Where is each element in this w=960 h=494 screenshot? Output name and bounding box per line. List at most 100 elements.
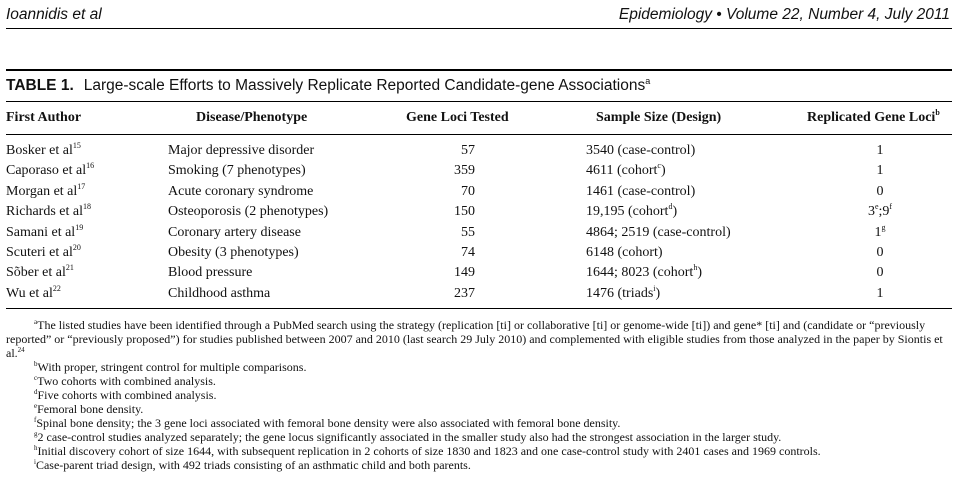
cell-first-author: Richards et al18	[6, 202, 91, 220]
footnote-c: cTwo cohorts with combined analysis.	[6, 374, 952, 388]
cell-replicated: 0	[820, 265, 940, 281]
footnote-a: aThe listed studies have been identified…	[6, 318, 952, 360]
table-body: Bosker et al15 Major depressive disorder 5…	[0, 142, 960, 305]
author-reference: 20	[72, 242, 81, 252]
footnote-mark: e	[34, 402, 38, 410]
cell-replicated: 3e;9f	[820, 202, 940, 220]
column-header-replicated-mark: b	[935, 108, 940, 117]
sample-text: 1644; 8023 (cohort	[586, 265, 694, 281]
cell-sample-size: 1644; 8023 (cohorth)	[586, 263, 702, 281]
footnote-e: eFemoral bone density.	[6, 402, 952, 416]
running-head-authors: Ioannidis et al	[6, 6, 102, 23]
column-header-disease: Disease/Phenotype	[196, 110, 308, 125]
header-rule	[6, 28, 952, 29]
footnote-text: Five cohorts with combined analysis.	[37, 388, 217, 402]
sample-text: 6148 (cohort)	[586, 244, 663, 260]
author-reference: 16	[86, 161, 95, 171]
footnote-mark: c	[34, 374, 38, 382]
author-reference: 17	[77, 181, 86, 191]
author-name: Wu et al	[6, 285, 53, 301]
author-name: Scuteri et al	[6, 244, 73, 260]
replicated-value-second: ;9	[878, 204, 890, 220]
table-title: TABLE 1. Large-scale Efforts to Massively…	[6, 77, 650, 95]
sample-text: 1461 (case-control)	[586, 183, 696, 199]
author-name: Richards et al	[6, 204, 83, 220]
cell-disease: Acute coronary syndrome	[168, 183, 314, 199]
cell-sample-size: 4864; 2519 (case-control)	[586, 225, 731, 241]
cell-first-author: Morgan et al17	[6, 181, 86, 200]
cell-sample-size: 3540 (case-control)	[586, 143, 695, 159]
table-row: Wu et al22 Childhood asthma 237 1476 (triad…	[0, 283, 960, 305]
table-row: Morgan et al17 Acute coronary syndrome 70 1…	[0, 181, 960, 203]
table-caption: Large-scale Efforts to Massively Replica…	[83, 77, 646, 94]
footnote-text: With proper, stringent control for multi…	[37, 360, 307, 374]
cell-replicated: 1g	[820, 222, 940, 241]
column-header-replicated-label: Replicated Gene Loci	[807, 110, 936, 125]
author-name: Bosker et al	[6, 143, 73, 158]
sample-text-end: )	[660, 163, 666, 179]
author-name: Sõber et al	[6, 265, 66, 281]
sample-text-end: )	[697, 265, 702, 281]
author-reference: 18	[82, 202, 91, 212]
footnote-text: The listed studies have been identified …	[6, 318, 943, 360]
table-row: Richards et al18 Osteoporosis (2 phenotyp…	[0, 203, 960, 223]
cell-sample-size: 1476 (triadsi)	[586, 283, 660, 302]
table-bottom-rule	[6, 308, 952, 309]
table-footnotes: aThe listed studies have been identified…	[6, 318, 952, 472]
sample-text: 1476 (triads	[586, 285, 654, 301]
footnote-h: hInitial discovery cohort of size 1644, …	[6, 444, 952, 458]
cell-first-author: Scuteri et al20	[6, 242, 81, 261]
footnote-mark: f	[34, 416, 37, 424]
cell-sample-size: 19,195 (cohortd)	[586, 203, 678, 220]
table-caption-footnote-mark: a	[645, 76, 651, 86]
cell-replicated: 0	[820, 184, 940, 200]
author-reference: 22	[52, 283, 61, 293]
footnote-g: g2 case-control studies analyzed separat…	[6, 430, 952, 444]
cell-disease: Obesity (3 phenotypes)	[168, 244, 299, 260]
table-row: Sõber et al21 Blood pressure 149 1644; 8023…	[0, 264, 960, 284]
replicated-value: 1	[876, 143, 884, 158]
author-reference: 19	[75, 222, 84, 232]
author-name: Samani et al	[6, 224, 76, 240]
author-reference: 15	[72, 141, 81, 150]
cell-replicated: 1	[820, 286, 940, 302]
footnote-mark: g	[34, 430, 38, 438]
cell-disease: Coronary artery disease	[168, 224, 301, 240]
cell-sample-size: 6148 (cohort)	[586, 245, 663, 261]
cell-loci-tested: 55	[461, 224, 475, 240]
cell-disease: Blood pressure	[168, 265, 253, 281]
cell-loci-tested: 149	[454, 265, 475, 281]
cell-disease: Smoking (7 phenotypes)	[168, 163, 306, 179]
sample-footnote-mark: h	[693, 263, 698, 273]
cell-first-author: Samani et al19	[6, 222, 84, 241]
replicated-value: 0	[876, 183, 884, 199]
replicated-footnote-mark: g	[881, 222, 886, 232]
table-row: Bosker et al15 Major depressive disorder 5…	[0, 142, 960, 162]
footnote-b: bWith proper, stringent control for mult…	[6, 360, 952, 374]
header-bottom-rule	[6, 134, 952, 135]
footnote-i: iCase-parent triad design, with 492 tria…	[6, 458, 952, 472]
cell-disease: Major depressive disorder	[168, 143, 315, 158]
cell-first-author: Sõber et al21	[6, 263, 74, 281]
footnote-f: fSpinal bone density; the 3 gene loci as…	[6, 416, 952, 430]
cell-sample-size: 1461 (case-control)	[586, 184, 695, 200]
footnote-d: dFive cohorts with combined analysis.	[6, 388, 952, 402]
cell-loci-tested: 57	[461, 143, 475, 158]
cell-sample-size: 4611 (cohortc)	[586, 162, 666, 179]
author-reference: 21	[65, 263, 74, 273]
footnote-mark: a	[34, 318, 38, 326]
running-head-journal: Epidemiology • Volume 22, Number 4, July…	[618, 6, 950, 23]
table-row: Caporaso et al16 Smoking (7 phenotypes) 35…	[0, 162, 960, 182]
footnote-text: Initial discovery cohort of size 1644, w…	[37, 444, 821, 458]
sample-text: 3540 (case-control)	[586, 143, 696, 158]
title-rule	[6, 101, 952, 102]
footnote-text: Spinal bone density; the 3 gene loci ass…	[36, 416, 621, 430]
replicated-value: 0	[876, 244, 884, 260]
footnote-text: Two cohorts with combined analysis.	[37, 374, 216, 388]
footnote-text: Femoral bone density.	[37, 402, 144, 416]
replicated-footnote-mark: e	[874, 202, 879, 212]
cell-first-author: Wu et al22	[6, 283, 61, 302]
sample-text-end: )	[672, 204, 678, 220]
running-head: Ioannidis et al Epidemiology • Volume 22…	[6, 6, 950, 26]
sample-footnote-mark: i	[653, 283, 656, 293]
